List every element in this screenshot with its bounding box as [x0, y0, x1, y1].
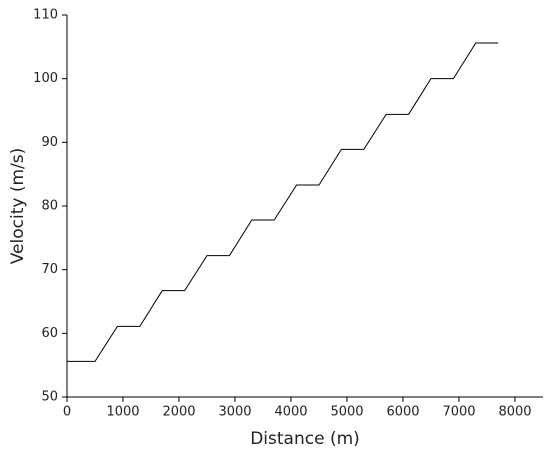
x-tick-label: 7000 — [442, 405, 475, 420]
y-tick-label: 60 — [41, 326, 58, 341]
x-tick-label: 5000 — [330, 405, 363, 420]
y-tick-label: 100 — [33, 71, 58, 86]
x-tick-label: 0 — [63, 405, 71, 420]
y-tick-label: 50 — [41, 390, 58, 405]
x-tick-label: 4000 — [274, 405, 307, 420]
y-axis-title: Velocity (m/s) — [8, 148, 28, 265]
x-tick-label: 6000 — [386, 405, 419, 420]
y-tick-label: 90 — [41, 135, 58, 150]
x-tick-label: 1000 — [106, 405, 139, 420]
x-axis-title: Distance (m) — [250, 429, 360, 449]
x-tick-label: 8000 — [498, 405, 531, 420]
x-tick-label: 2000 — [162, 405, 195, 420]
y-tick-label: 70 — [41, 262, 58, 277]
y-tick-label: 110 — [33, 8, 58, 23]
data-line — [67, 42, 499, 362]
y-tick-label: 80 — [41, 199, 58, 214]
x-tick-label: 3000 — [218, 405, 251, 420]
